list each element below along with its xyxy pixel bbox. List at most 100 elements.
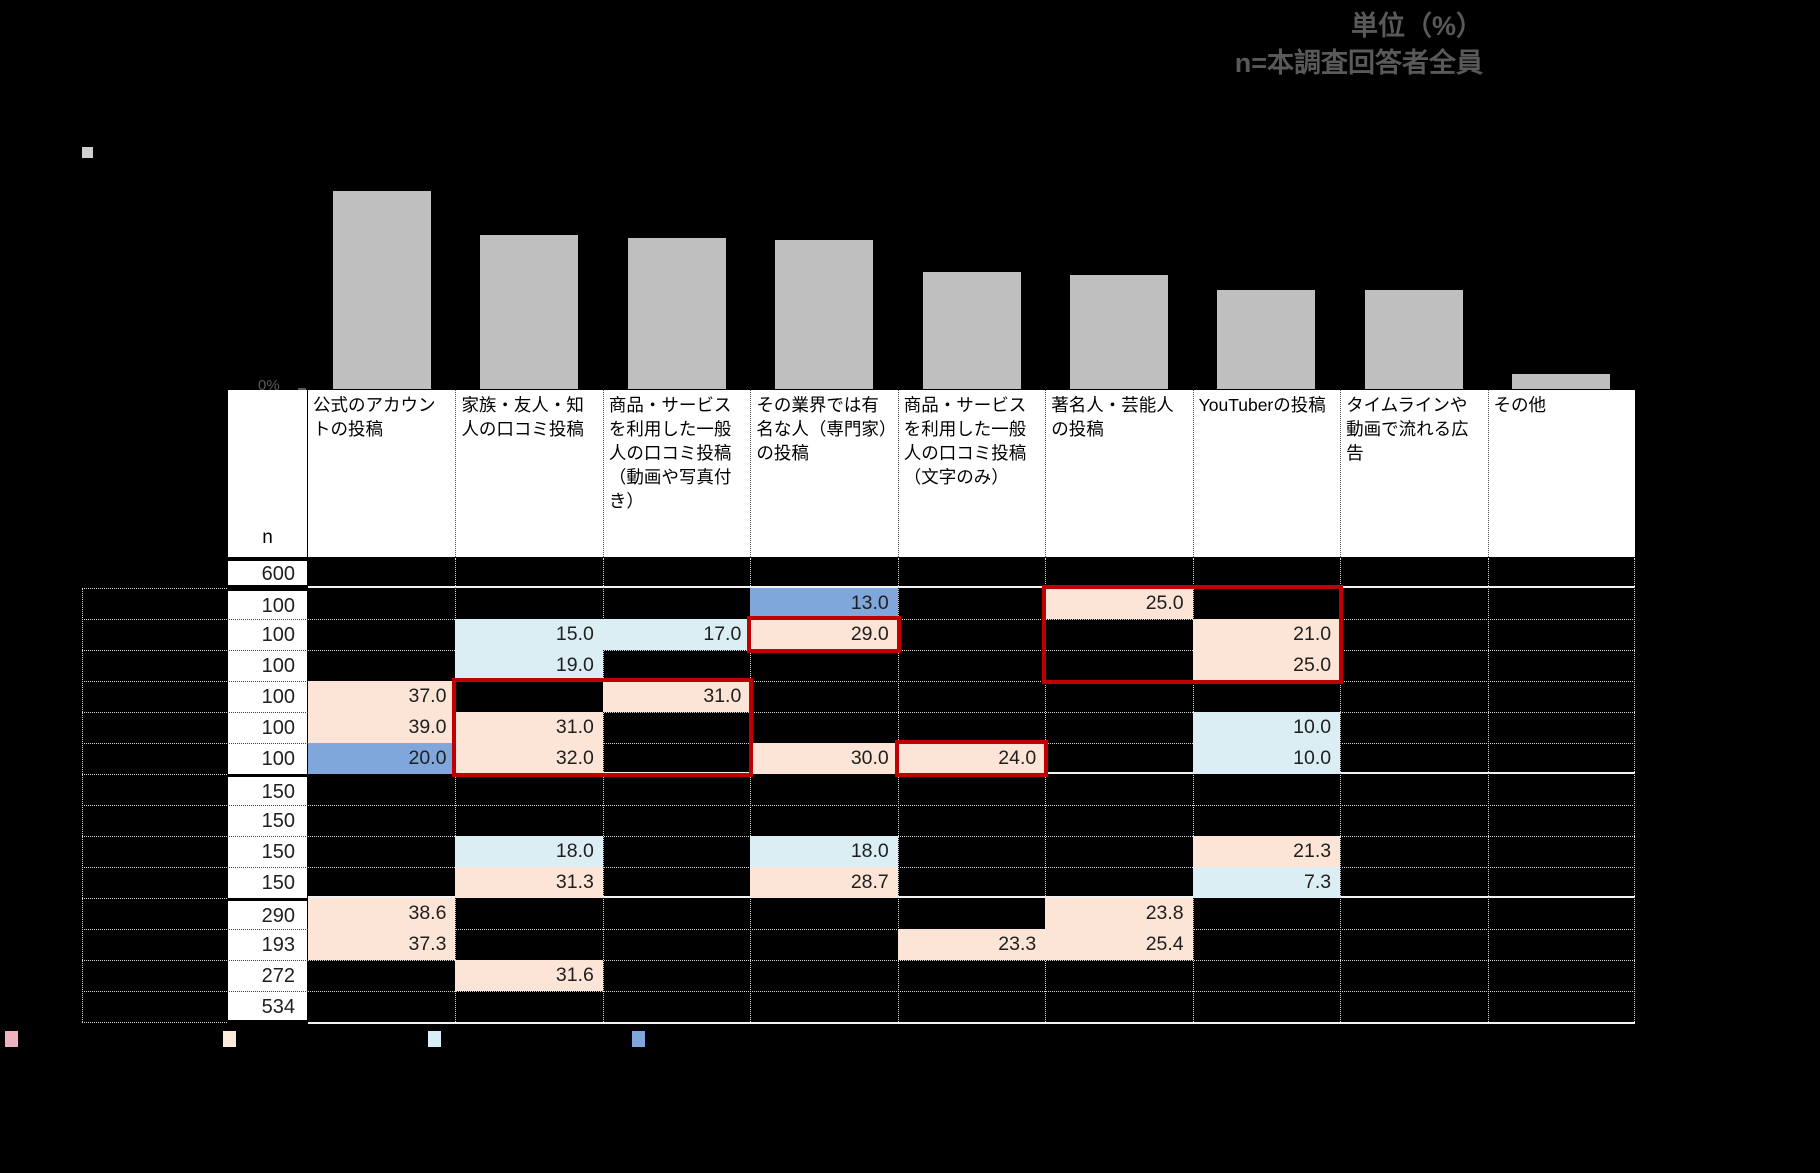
row-label-grid-line (82, 681, 227, 682)
column-grid-line (1634, 558, 1635, 1022)
bar (1512, 374, 1611, 389)
n-cell: 272 (227, 960, 308, 991)
n-cell: 600 (227, 558, 308, 585)
red-highlight-box (1042, 585, 1344, 684)
column-grid-line (750, 558, 752, 1022)
bar (1364, 289, 1463, 389)
value-cell: 19.0 (455, 650, 603, 681)
axis-tick (298, 388, 306, 390)
row-grid-line (308, 619, 1635, 620)
column-grid-line (1487, 558, 1489, 1022)
legend-chip-high-strong (5, 1031, 18, 1047)
n-cell: 100 (227, 650, 308, 681)
value-cell: 25.4 (1045, 929, 1193, 960)
n-cell: 534 (227, 991, 308, 1022)
n-cell: 100 (227, 712, 308, 743)
row-grid-line (308, 805, 1635, 806)
value-cell: 13.0 (750, 588, 898, 619)
value-cell: 25.0 (1192, 650, 1341, 681)
row-label-grid-line (82, 867, 227, 868)
n-cell: 100 (227, 743, 308, 774)
value-cell: 18.0 (750, 836, 898, 867)
bar (1217, 289, 1316, 389)
red-highlight-box (747, 616, 901, 653)
n-cell: 193 (227, 929, 308, 960)
value-cell: 23.3 (897, 929, 1046, 960)
value-cell: 23.8 (1045, 898, 1193, 929)
row-label-grid-line (82, 836, 227, 837)
n-cell: 150 (227, 867, 308, 898)
bar (480, 235, 579, 389)
column-header: タイムラインや動画で流れる広告 (1340, 390, 1488, 557)
row-label-grid-line (82, 650, 227, 651)
value-cell: 20.0 (308, 743, 456, 774)
header-bottom-border (227, 557, 1635, 559)
column-header: 商品・サービスを利用した一般人の口コミ投稿（文字のみ） (897, 390, 1046, 557)
value-cell: 17.0 (602, 619, 751, 650)
row-grid-line (308, 867, 1635, 868)
bar (1069, 274, 1168, 389)
unit-label: 単位（%） (1350, 11, 1483, 41)
value-cell: 7.3 (1192, 867, 1341, 898)
column-grid-line (1192, 558, 1194, 1022)
title-bullet-icon (82, 147, 93, 158)
red-highlight-box (894, 740, 1049, 777)
value-cell: 31.6 (455, 960, 603, 991)
value-cell: 10.0 (1192, 743, 1341, 774)
row-label-grid-line (82, 898, 227, 899)
value-cell: 10.0 (1192, 712, 1341, 743)
row-grid-line (308, 650, 1635, 651)
legend-chip-low (428, 1031, 441, 1047)
row-grid-line (308, 991, 1635, 992)
value-cell: 30.0 (750, 743, 898, 774)
red-highlight-box (452, 678, 754, 777)
row-grid-line (308, 681, 1635, 682)
column-header: その他 (1487, 390, 1635, 557)
value-cell: 39.0 (308, 712, 456, 743)
row-grid-line (308, 960, 1635, 961)
row-label-grid-line (82, 588, 227, 589)
sample-size-label: n=本調査回答者全員 (1234, 48, 1483, 78)
row-label-grid-line (82, 805, 227, 806)
value-cell: 31.0 (455, 712, 603, 743)
bar (332, 190, 431, 389)
bar (627, 237, 726, 389)
column-grid-line (1045, 558, 1047, 1022)
bar (922, 272, 1021, 389)
value-cell: 18.0 (455, 836, 603, 867)
n-cell: 150 (227, 774, 308, 805)
row-grid-line (308, 836, 1635, 837)
unit-notes: 単位（%） n=本調査回答者全員 (883, 8, 1483, 82)
value-cell: 38.6 (308, 898, 456, 929)
row-label-grid-line (82, 712, 227, 713)
n-cell: 150 (227, 836, 308, 867)
n-cell: 290 (227, 898, 308, 929)
n-column-header: n (227, 390, 308, 557)
axis-zero-label: 0% (258, 377, 280, 394)
row-label-grid-line (82, 929, 227, 930)
legend-chip-low-strong (632, 1031, 645, 1047)
n-cell: 100 (227, 681, 308, 712)
value-cell: 31.3 (455, 867, 603, 898)
column-header: 商品・サービスを利用した一般人の口コミ投稿（動画や写真付き） (602, 390, 751, 557)
value-cell: 28.7 (750, 867, 898, 898)
column-header: YouTuberの投稿 (1192, 390, 1341, 557)
column-header: 公式のアカウントの投稿 (308, 390, 456, 557)
row-label-grid-line (82, 991, 227, 992)
table-bottom-border (308, 1022, 1635, 1024)
n-cell: 150 (227, 805, 308, 836)
value-cell: 21.0 (1192, 619, 1341, 650)
column-grid-line (1340, 558, 1342, 1022)
legend-chip-high (223, 1031, 236, 1047)
column-grid-line (455, 558, 457, 1022)
value-cell: 21.3 (1192, 836, 1341, 867)
column-header: その業界では有名な人（専門家）の投稿 (750, 390, 898, 557)
value-cell: 31.0 (602, 681, 751, 712)
bar (775, 240, 874, 389)
group-separator (308, 586, 1635, 588)
n-cell: 100 (227, 588, 308, 619)
column-grid-line (897, 558, 899, 1022)
value-cell: 32.0 (455, 743, 603, 774)
row-label-grid-line (82, 774, 227, 775)
